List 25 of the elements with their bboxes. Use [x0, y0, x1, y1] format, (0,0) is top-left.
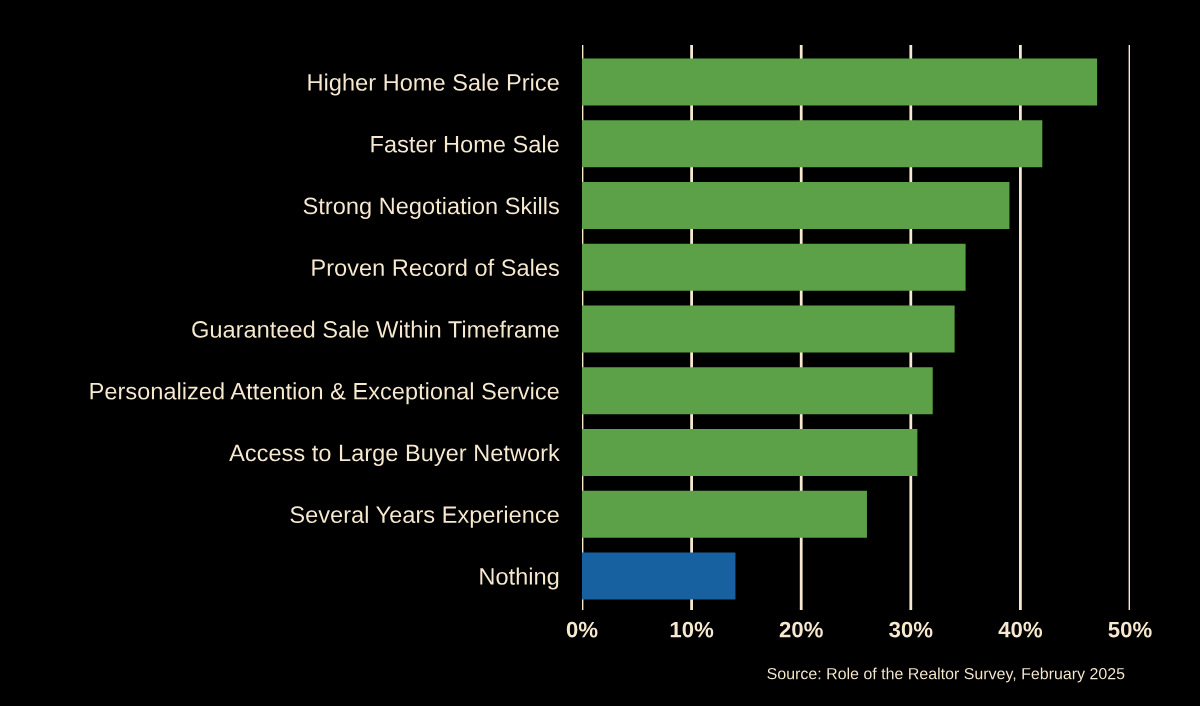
- x-tick-label: 40%: [998, 621, 1043, 638]
- y-tick-label: Higher Home Sale Price: [308, 73, 559, 96]
- bar: [582, 490, 867, 538]
- y-tick-label: Nothing: [480, 567, 559, 590]
- bar: [582, 552, 736, 600]
- y-tick-label: Several Years Experience: [290, 505, 559, 528]
- bar: [582, 182, 1010, 230]
- y-tick-label: Strong Negotiation Skills: [303, 196, 559, 219]
- x-tick-label: 30%: [889, 621, 933, 638]
- x-tick-label: 20%: [779, 621, 823, 638]
- y-tick-label: Guaranteed Sale Within Timeframe: [192, 320, 559, 338]
- bar: [582, 58, 1098, 106]
- bar: [582, 367, 933, 415]
- x-tick-label: 50%: [1108, 621, 1152, 638]
- x-tick-label: 10%: [670, 621, 714, 638]
- y-tick-label: Proven Record of Sales: [312, 258, 559, 277]
- bar: [582, 243, 966, 291]
- bar: [582, 305, 955, 353]
- source-note: Source: Role of the Realtor Survey, February 2025: [767, 667, 1125, 683]
- bar: [582, 429, 918, 477]
- x-tick-label: 0%: [566, 621, 598, 638]
- y-tick-label: Faster Home Sale: [371, 135, 559, 153]
- y-tick-label: Access to Large Buyer Network: [229, 443, 560, 466]
- y-tick-label: Personalized Attention & Exceptional Service: [90, 382, 559, 405]
- bar: [582, 120, 1043, 168]
